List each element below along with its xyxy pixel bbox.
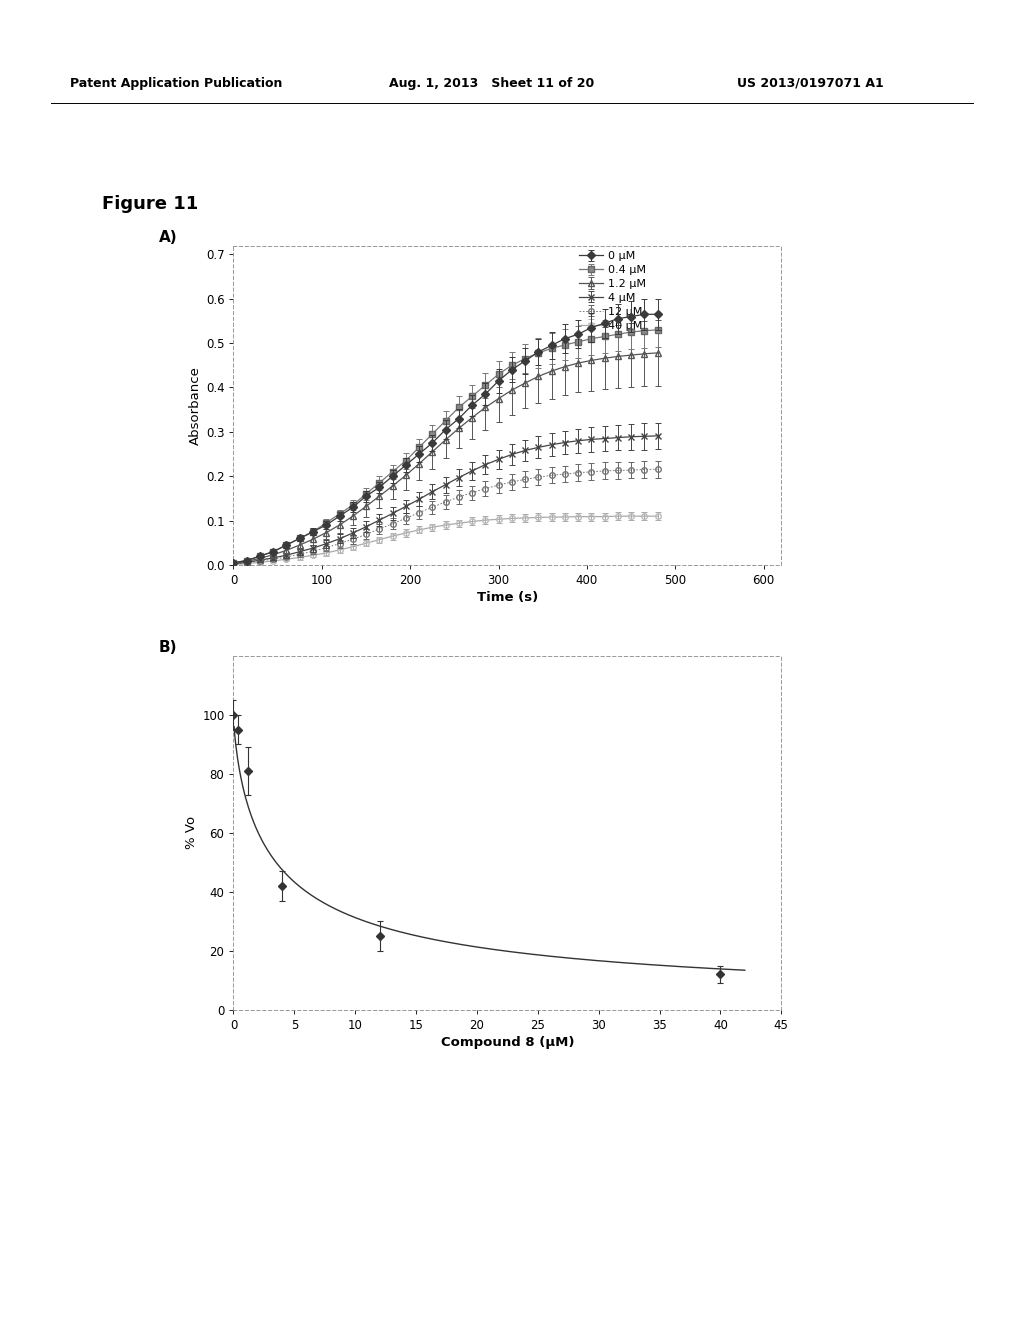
Text: A): A) [159, 230, 177, 244]
Text: B): B) [159, 640, 177, 655]
X-axis label: Time (s): Time (s) [477, 591, 538, 605]
Text: Figure 11: Figure 11 [102, 195, 199, 214]
X-axis label: Compound 8 (μM): Compound 8 (μM) [440, 1036, 574, 1049]
Legend: 0 μM, 0.4 μM, 1.2 μM, 4 μM, 12 μM, 40 μM: 0 μM, 0.4 μM, 1.2 μM, 4 μM, 12 μM, 40 μM [579, 251, 645, 330]
Text: Patent Application Publication: Patent Application Publication [70, 77, 282, 90]
Y-axis label: Absorbance: Absorbance [188, 366, 202, 445]
Y-axis label: % Vo: % Vo [185, 816, 198, 850]
Text: Aug. 1, 2013   Sheet 11 of 20: Aug. 1, 2013 Sheet 11 of 20 [389, 77, 594, 90]
Text: US 2013/0197071 A1: US 2013/0197071 A1 [737, 77, 884, 90]
